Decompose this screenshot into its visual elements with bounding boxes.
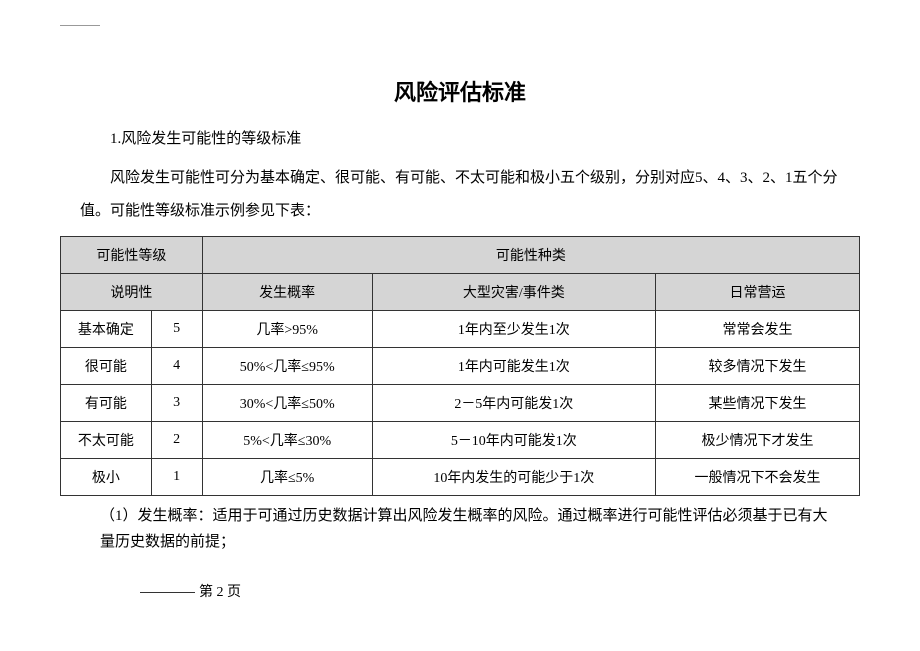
cell-event: 2－5年内可能发1次 [372,385,655,422]
cell-score: 1 [151,459,202,496]
cell-level: 极小 [61,459,152,496]
table-row: 有可能 3 30%<几率≤50% 2－5年内可能发1次 某些情况下发生 [61,385,860,422]
footnote: （1）发生概率：适用于可通过历史数据计算出风险发生概率的风险。通过概率进行可能性… [100,504,840,555]
header-row-2: 说明性 发生概率 大型灾害/事件类 日常营运 [61,274,860,311]
cell-score: 4 [151,348,202,385]
cell-event: 5－10年内可能发1次 [372,422,655,459]
header-event: 大型灾害/事件类 [372,274,655,311]
cell-daily: 某些情况下发生 [655,385,859,422]
cell-event: 10年内发生的可能少于1次 [372,459,655,496]
cell-level: 基本确定 [61,311,152,348]
table-row: 不太可能 2 5%<几率≤30% 5－10年内可能发1次 极少情况下才发生 [61,422,860,459]
cell-score: 3 [151,385,202,422]
header-prob: 发生概率 [202,274,372,311]
cell-prob: 几率≤5% [202,459,372,496]
cell-level: 很可能 [61,348,152,385]
header-kind: 可能性种类 [202,237,859,274]
top-mark [60,25,100,26]
cell-event: 1年内可能发生1次 [372,348,655,385]
intro-paragraph: 风险发生可能性可分为基本确定、很可能、有可能、不太可能和极小五个级别，分别对应5… [80,162,860,228]
table-row: 很可能 4 50%<几率≤95% 1年内可能发生1次 较多情况下发生 [61,348,860,385]
cell-prob: 30%<几率≤50% [202,385,372,422]
cell-score: 2 [151,422,202,459]
header-daily: 日常营运 [655,274,859,311]
cell-level: 不太可能 [61,422,152,459]
cell-daily: 一般情况下不会发生 [655,459,859,496]
cell-prob: 5%<几率≤30% [202,422,372,459]
page-title: 风险评估标准 [60,75,860,107]
cell-level: 有可能 [61,385,152,422]
section-heading: 1.风险发生可能性的等级标准 [80,127,860,148]
cell-event: 1年内至少发生1次 [372,311,655,348]
cell-score: 5 [151,311,202,348]
table-row: 极小 1 几率≤5% 10年内发生的可能少于1次 一般情况下不会发生 [61,459,860,496]
header-desc: 说明性 [61,274,203,311]
page-number: 第 2 页 [140,581,241,601]
cell-daily: 较多情况下发生 [655,348,859,385]
risk-table: 可能性等级 可能性种类 说明性 发生概率 大型灾害/事件类 日常营运 基本确定 … [60,236,860,496]
cell-daily: 极少情况下才发生 [655,422,859,459]
cell-prob: 50%<几率≤95% [202,348,372,385]
header-row-1: 可能性等级 可能性种类 [61,237,860,274]
cell-prob: 几率>95% [202,311,372,348]
cell-daily: 常常会发生 [655,311,859,348]
table-row: 基本确定 5 几率>95% 1年内至少发生1次 常常会发生 [61,311,860,348]
header-level: 可能性等级 [61,237,203,274]
